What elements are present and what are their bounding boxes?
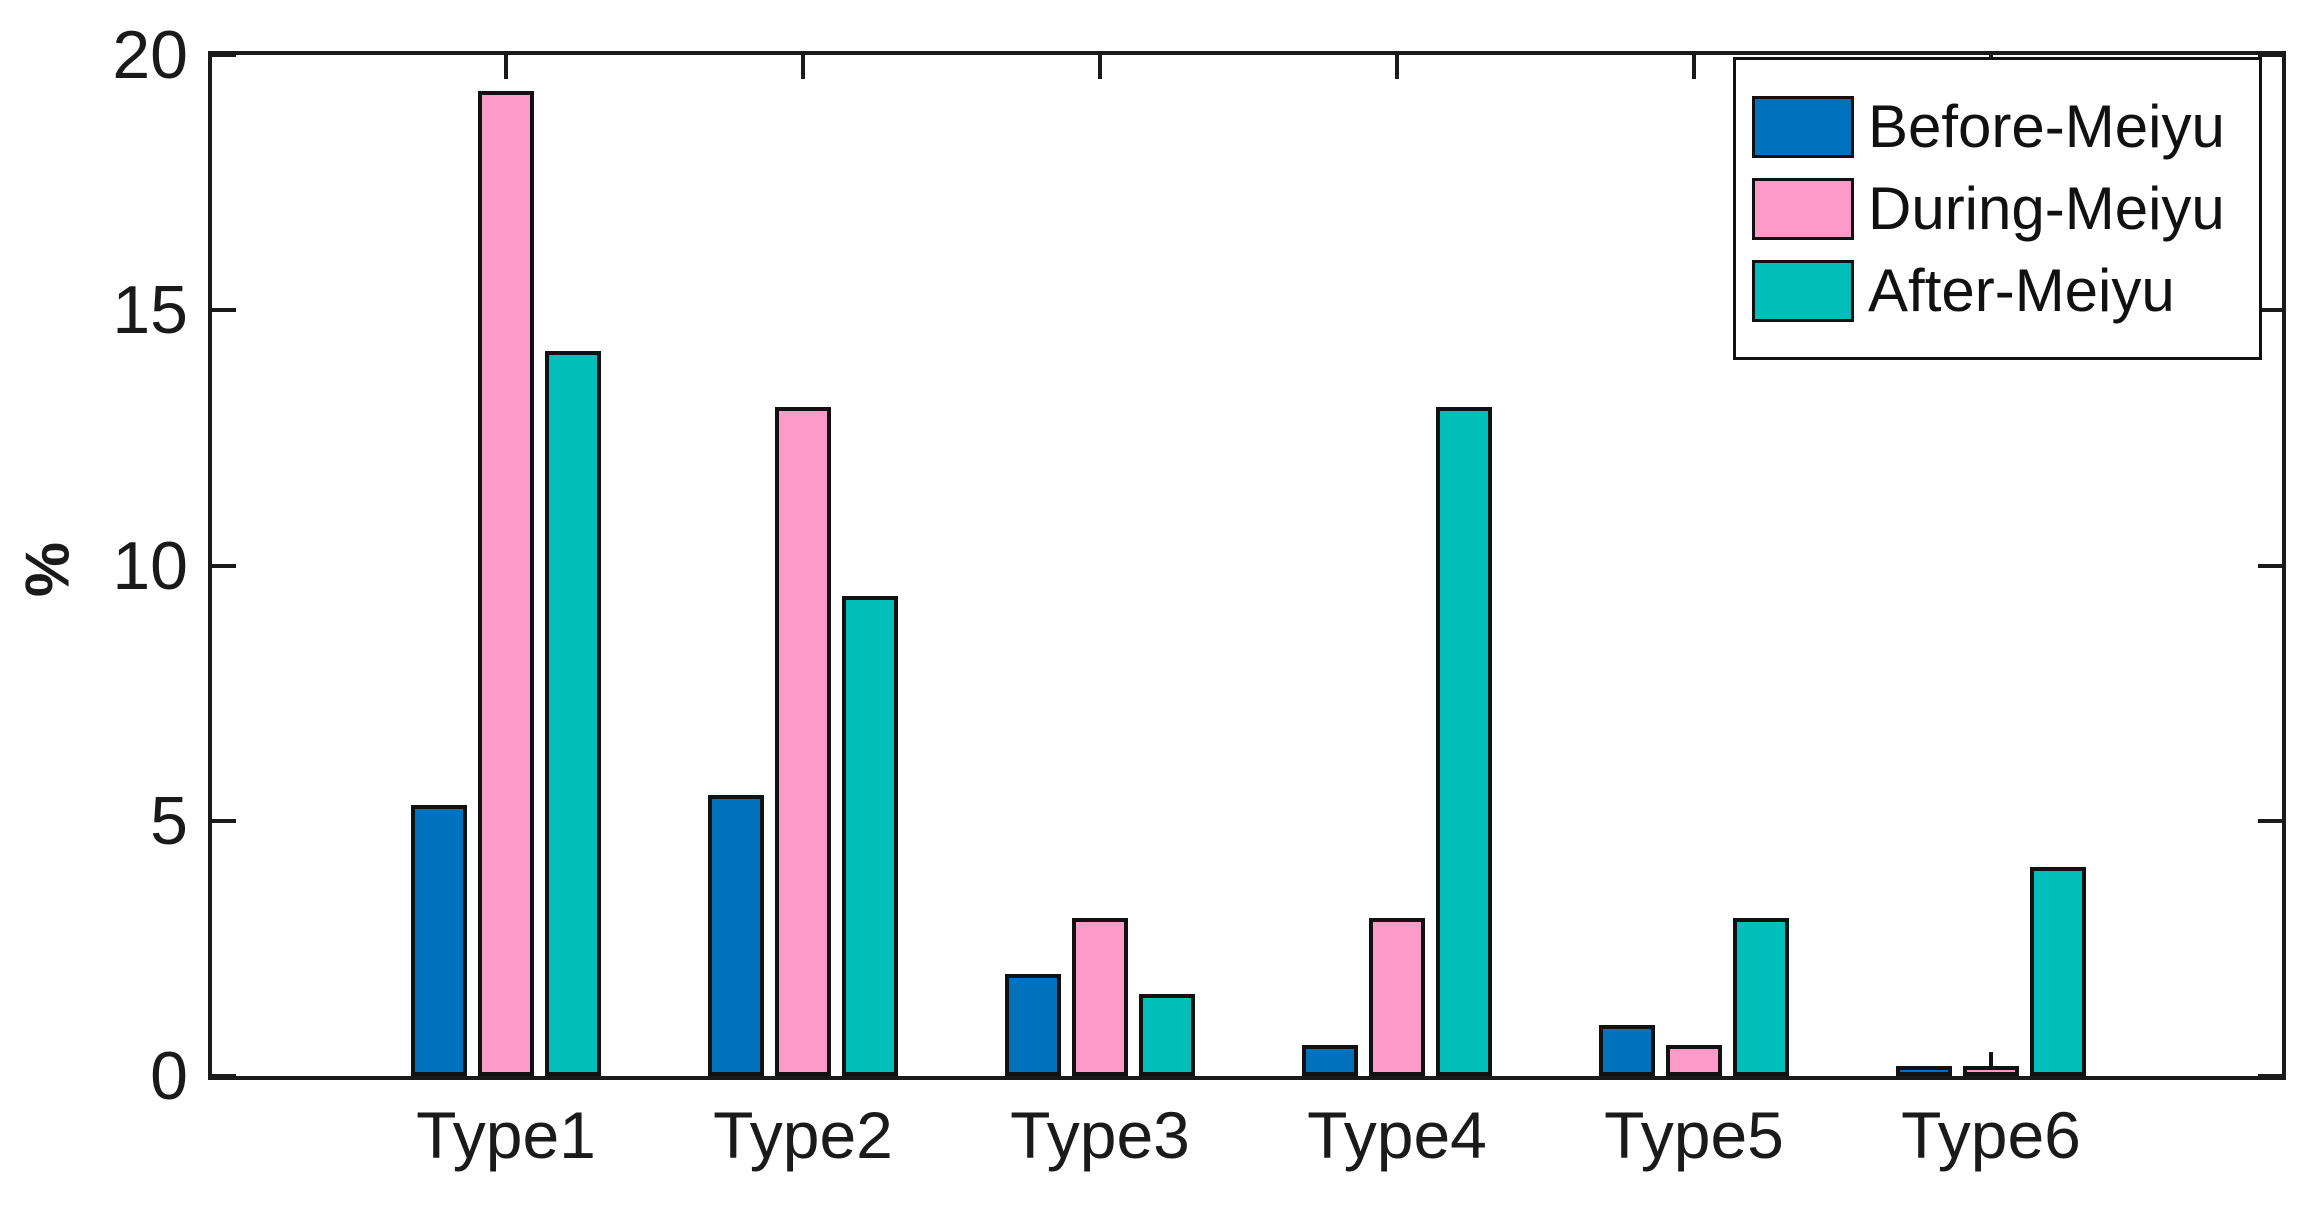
x-tick-top xyxy=(1098,55,1102,79)
bar-after-meiyu-type3 xyxy=(1139,994,1195,1076)
bar-before-meiyu-type5 xyxy=(1599,1025,1655,1076)
x-tick-top xyxy=(1395,55,1399,79)
bar-before-meiyu-type3 xyxy=(1005,974,1061,1076)
x-tick-label: Type6 xyxy=(1901,1098,2081,1172)
y-tick-right xyxy=(2258,308,2282,313)
legend-swatch-during-meiyu xyxy=(1752,177,1854,240)
y-tick-label: 0 xyxy=(150,1038,188,1114)
x-tick-top xyxy=(1692,55,1696,79)
legend-label-after-meiyu: After-Meiyu xyxy=(1868,256,2175,324)
y-tick-label: 10 xyxy=(112,527,188,604)
legend-label-before-meiyu: Before-Meiyu xyxy=(1868,92,2225,160)
bar-before-meiyu-type1 xyxy=(411,805,467,1076)
legend-item-after-meiyu: After-Meiyu xyxy=(1752,256,2259,324)
y-tick-left xyxy=(212,308,236,313)
legend-item-during-meiyu: During-Meiyu xyxy=(1752,174,2259,242)
bar-after-meiyu-type1 xyxy=(545,351,601,1076)
y-tick-label: 5 xyxy=(150,782,188,859)
x-tick-top xyxy=(801,55,805,79)
bar-after-meiyu-type4 xyxy=(1436,407,1492,1076)
legend-swatch-before-meiyu xyxy=(1752,95,1854,158)
x-tick-top xyxy=(504,55,508,79)
bar-after-meiyu-type2 xyxy=(842,596,898,1076)
y-tick-left xyxy=(212,563,236,568)
y-tick-label: 15 xyxy=(112,272,188,349)
legend: Before-Meiyu During-Meiyu After-Meiyu xyxy=(1733,57,2262,360)
bar-during-meiyu-type1 xyxy=(478,91,534,1076)
y-tick-right xyxy=(2258,1074,2282,1078)
x-tick-label: Type4 xyxy=(1307,1098,1487,1172)
y-tick-left xyxy=(212,818,236,823)
bar-during-meiyu-type4 xyxy=(1369,918,1425,1076)
bar-after-meiyu-type5 xyxy=(1733,918,1789,1076)
bar-before-meiyu-type2 xyxy=(708,795,764,1076)
legend-item-before-meiyu: Before-Meiyu xyxy=(1752,92,2259,160)
bar-after-meiyu-type6 xyxy=(2030,867,2086,1076)
bar-during-meiyu-type6 xyxy=(1963,1066,2019,1076)
bar-before-meiyu-type6 xyxy=(1896,1066,1952,1076)
x-tick-label: Type2 xyxy=(713,1098,893,1172)
y-tick-right xyxy=(2258,53,2282,57)
error-whisker xyxy=(1989,1054,1993,1066)
bar-during-meiyu-type3 xyxy=(1072,918,1128,1076)
bar-before-meiyu-type4 xyxy=(1302,1045,1358,1076)
x-tick-label: Type5 xyxy=(1604,1098,1784,1172)
x-tick-label: Type1 xyxy=(416,1098,596,1172)
x-tick-label: Type3 xyxy=(1010,1098,1190,1172)
legend-label-during-meiyu: During-Meiyu xyxy=(1868,174,2225,242)
bar-during-meiyu-type5 xyxy=(1666,1045,1722,1076)
y-tick-right xyxy=(2258,563,2282,568)
y-tick-left xyxy=(212,1074,236,1078)
legend-swatch-after-meiyu xyxy=(1752,259,1854,322)
y-tick-right xyxy=(2258,818,2282,823)
y-tick-left xyxy=(212,53,236,57)
bar-during-meiyu-type2 xyxy=(775,407,831,1076)
y-tick-label: 20 xyxy=(112,17,188,93)
